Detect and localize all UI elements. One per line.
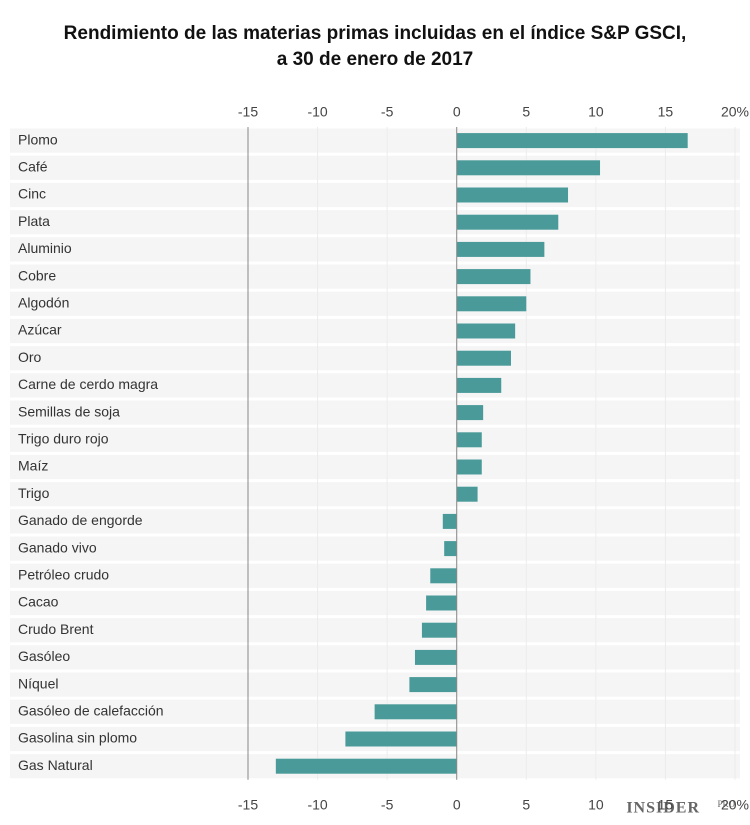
row-stripe: [10, 237, 740, 262]
category-label: Plomo: [18, 131, 58, 147]
category-label: Semillas de soja: [18, 403, 120, 419]
x-tick-label: 0: [453, 797, 461, 813]
bar: [414, 649, 457, 665]
row-stripe: [10, 264, 740, 289]
bar: [456, 432, 482, 448]
category-label: Cacao: [18, 594, 59, 610]
row-stripe: [10, 590, 740, 616]
row-stripe: [10, 400, 740, 425]
category-label: Gasóleo de calefacción: [18, 703, 164, 719]
category-label: Trigo duro rojo: [18, 431, 109, 447]
x-tick-label: 5: [522, 797, 530, 813]
bar: [374, 704, 457, 720]
x-tick-label: 5: [522, 104, 530, 120]
x-tick-label: -15: [238, 104, 258, 120]
brand-sub: PRO: [717, 799, 735, 809]
category-label: Oro: [18, 349, 42, 365]
row-stripe: [10, 645, 740, 670]
bar: [456, 377, 502, 393]
bar: [456, 486, 478, 502]
row-stripe: [10, 346, 740, 371]
category-label: Gasolina sin plomo: [18, 730, 137, 746]
bar: [456, 241, 545, 257]
category-label: Cinc: [18, 186, 46, 202]
row-stripe: [10, 318, 740, 344]
row-stripe: [10, 563, 740, 588]
x-tick-label: -5: [381, 797, 394, 813]
row-stripe: [10, 509, 740, 534]
category-label: Gas Natural: [18, 757, 93, 773]
category-label: Níquel: [18, 675, 58, 691]
bar: [444, 541, 457, 557]
chart-title: Rendimiento de las materias primas inclu…: [64, 23, 687, 44]
bar: [456, 459, 482, 475]
x-tick-label: 0: [453, 104, 461, 120]
x-tick-label: -10: [307, 797, 327, 813]
row-stripe: [10, 291, 740, 316]
category-label: Maíz: [18, 458, 48, 474]
bar: [442, 513, 457, 529]
bar: [345, 731, 457, 747]
row-stripe: [10, 536, 740, 561]
x-tick-label: -10: [307, 104, 327, 120]
category-label: Carne de cerdo magra: [18, 376, 158, 392]
bar: [456, 350, 511, 366]
category-label: Algodón: [18, 295, 69, 311]
category-label: Gasóleo: [18, 648, 70, 664]
row-stripe: [10, 482, 740, 507]
row-stripe: [10, 618, 740, 643]
category-label: Trigo: [18, 485, 50, 501]
bar: [426, 595, 457, 611]
x-tick-label: 10: [588, 104, 604, 120]
bar: [430, 568, 457, 584]
bar: [456, 269, 531, 285]
category-label: Crudo Brent: [18, 621, 94, 637]
bar: [456, 214, 559, 230]
row-stripe: [10, 155, 740, 180]
row-stripe: [10, 182, 740, 208]
bar: [409, 677, 457, 693]
x-tick-label: -15: [238, 797, 258, 813]
x-tick-label: 15: [658, 797, 674, 813]
chart-title: a 30 de enero de 2017: [277, 49, 473, 70]
category-label: Café: [18, 159, 48, 175]
bar: [456, 160, 601, 176]
row-stripe: [10, 210, 740, 235]
x-tick-label: 15: [658, 104, 674, 120]
category-label: Azúcar: [18, 322, 62, 338]
category-label: Cobre: [18, 267, 56, 283]
x-tick-label: 20%: [721, 104, 749, 120]
row-stripe: [10, 454, 740, 480]
bar: [456, 133, 688, 149]
x-tick-label: 20%: [721, 797, 749, 813]
bar: [421, 622, 457, 638]
bar: [456, 187, 569, 203]
x-tick-label: -5: [381, 104, 394, 120]
bar: [275, 758, 457, 774]
bar: [456, 405, 484, 421]
brand: INSIDER: [626, 800, 700, 817]
category-label: Petróleo crudo: [18, 567, 109, 583]
bar: [456, 323, 516, 339]
category-label: Ganado vivo: [18, 539, 97, 555]
x-tick-label: 10: [588, 797, 604, 813]
bar: [456, 296, 527, 312]
category-label: Aluminio: [18, 240, 72, 256]
category-label: Plata: [18, 213, 50, 229]
category-label: Ganado de engorde: [18, 512, 143, 528]
row-stripe: [10, 373, 740, 398]
row-stripe: [10, 672, 740, 697]
row-stripe: [10, 427, 740, 452]
